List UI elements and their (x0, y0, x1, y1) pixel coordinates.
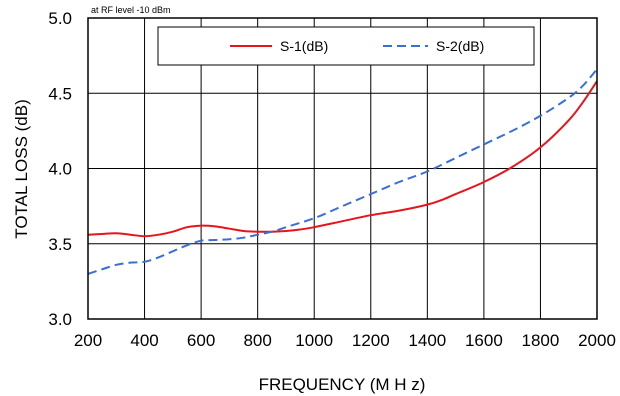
y-tick-label: 3.0 (48, 310, 72, 329)
legend: S-1(dB) S-2(dB) (157, 26, 535, 66)
x-tick-labels: 200 400 600 800 1000 1200 1400 1600 1800 2000 (74, 331, 616, 350)
y-tick-label: 4.0 (48, 160, 72, 179)
x-axis-title: FREQUENCY (M H z) (259, 375, 426, 394)
legend-label-s2: S-2(dB) (436, 38, 484, 54)
x-tick-label: 1000 (295, 331, 333, 350)
y-tick-label: 4.5 (48, 84, 72, 103)
x-tick-label: 800 (243, 331, 271, 350)
y-tick-label: 5.0 (48, 9, 72, 28)
x-tick-label: 400 (130, 331, 158, 350)
y-axis-title: TOTAL LOSS (dB) (12, 99, 31, 239)
x-tick-label: 600 (187, 331, 215, 350)
x-tick-label: 1600 (465, 331, 503, 350)
x-tick-label: 1400 (408, 331, 446, 350)
x-tick-label: 1800 (522, 331, 560, 350)
x-tick-label: 1200 (352, 331, 390, 350)
series-layer (87, 68, 598, 275)
y-tick-labels: 3.0 3.5 4.0 4.5 5.0 (48, 9, 72, 329)
legend-box (157, 26, 535, 66)
series-line-s2 (87, 68, 598, 275)
series-line-s1 (87, 80, 598, 238)
x-tick-label: 2000 (578, 331, 616, 350)
rf-level-annotation: at RF level -10 dBm (91, 5, 171, 15)
y-tick-label: 3.5 (48, 235, 72, 254)
x-tick-label: 200 (74, 331, 102, 350)
plot-frame (87, 17, 598, 320)
legend-label-s1: S-1(dB) (280, 38, 328, 54)
